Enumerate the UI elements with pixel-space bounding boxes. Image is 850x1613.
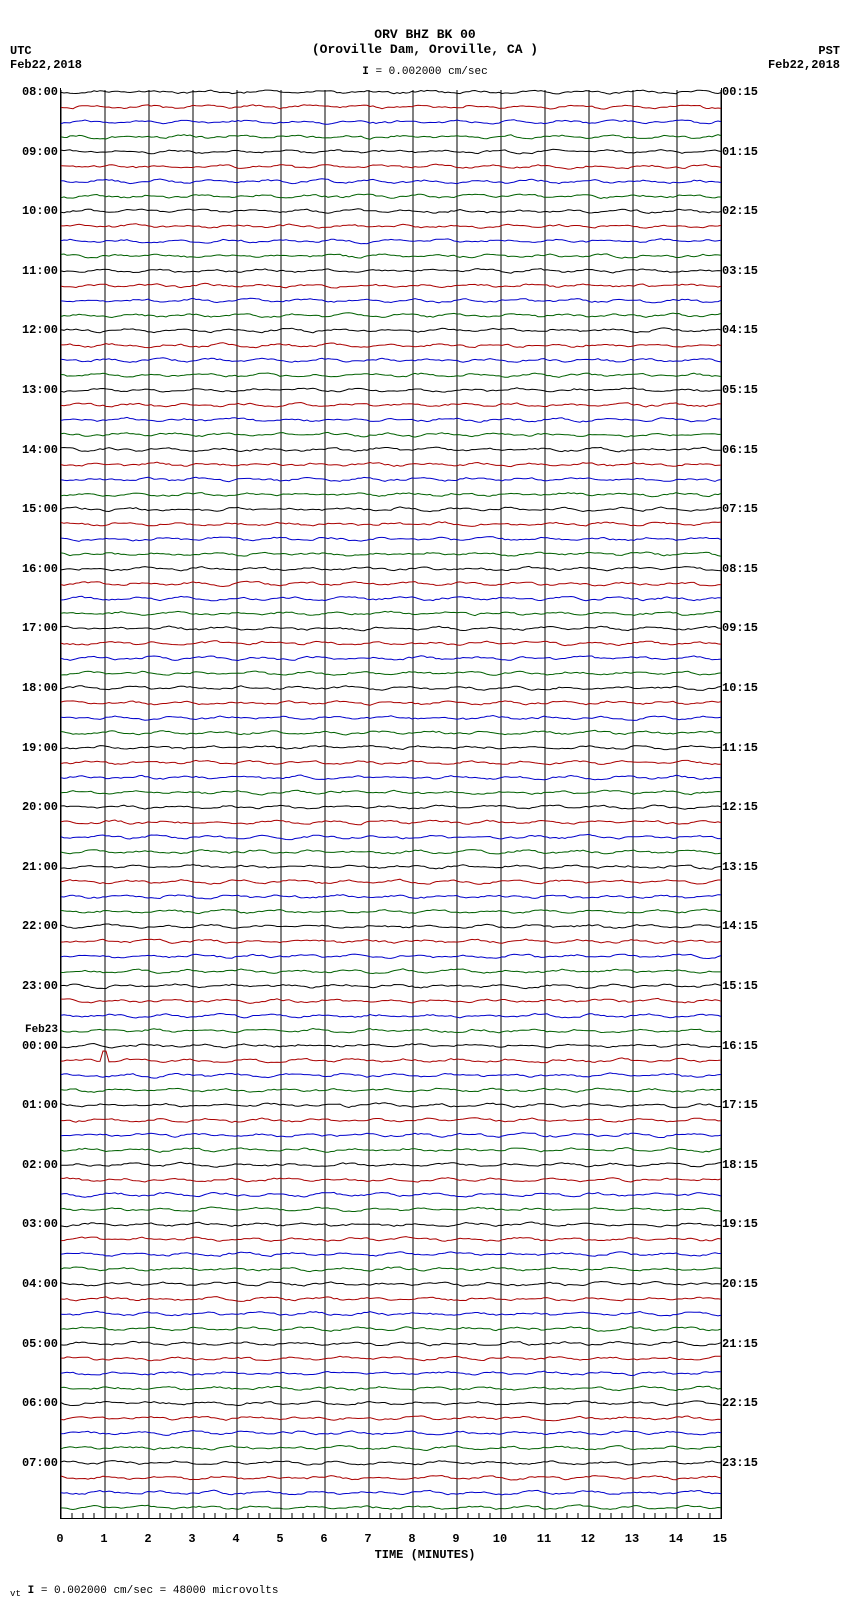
left-time-label: 11:00 — [0, 265, 58, 277]
x-tick-label: 10 — [493, 1532, 507, 1546]
left-time-label: 13:00 — [0, 384, 58, 396]
right-time-label: 03:15 — [722, 265, 842, 277]
left-time-label: 18:00 — [0, 682, 58, 694]
tz-right-block: PST Feb22,2018 — [768, 44, 840, 72]
station-title: ORV BHZ BK 00 — [0, 28, 850, 43]
right-time-label: 10:15 — [722, 682, 842, 694]
right-time-label: 11:15 — [722, 742, 842, 754]
right-time-label: 14:15 — [722, 920, 842, 932]
x-tick-label: 5 — [276, 1532, 283, 1546]
x-tick-label: 12 — [581, 1532, 595, 1546]
x-tick-label: 3 — [188, 1532, 195, 1546]
left-time-label: 19:00 — [0, 742, 58, 754]
right-time-label: 01:15 — [722, 146, 842, 158]
x-tick-label: 1 — [100, 1532, 107, 1546]
left-time-label: 20:00 — [0, 801, 58, 813]
left-time-label: 04:00 — [0, 1278, 58, 1290]
right-time-label: 04:15 — [722, 324, 842, 336]
date-right-label: Feb22,2018 — [768, 58, 840, 72]
left-time-label: 07:00 — [0, 1457, 58, 1469]
left-time-label: 14:00 — [0, 444, 58, 456]
right-time-label: 12:15 — [722, 801, 842, 813]
left-time-label: 15:00 — [0, 503, 58, 515]
left-time-label: 21:00 — [0, 861, 58, 873]
right-time-label: 17:15 — [722, 1099, 842, 1111]
x-tick-label: 0 — [56, 1532, 63, 1546]
x-tick-label: 14 — [669, 1532, 683, 1546]
x-tick-label: 15 — [713, 1532, 727, 1546]
right-time-label: 18:15 — [722, 1159, 842, 1171]
x-tick-label: 9 — [452, 1532, 459, 1546]
title-block: ORV BHZ BK 00 (Oroville Dam, Oroville, C… — [0, 28, 850, 58]
helicorder-plot — [60, 88, 722, 1519]
left-time-label: 10:00 — [0, 205, 58, 217]
plot-svg — [61, 88, 721, 1518]
left-time-label: 02:00 — [0, 1159, 58, 1171]
left-time-label: 16:00 — [0, 563, 58, 575]
right-time-label: 21:15 — [722, 1338, 842, 1350]
right-time-label: 05:15 — [722, 384, 842, 396]
tz-left-label: UTC — [10, 44, 82, 58]
left-time-label: 06:00 — [0, 1397, 58, 1409]
x-tick-label: 8 — [408, 1532, 415, 1546]
left-time-label: 00:00 — [0, 1040, 58, 1052]
tz-right-label: PST — [768, 44, 840, 58]
footer-scale: vt I = 0.002000 cm/sec = 48000 microvolt… — [10, 1585, 278, 1599]
left-day-change: Feb23 — [0, 1025, 58, 1036]
tz-left-block: UTC Feb22,2018 — [10, 44, 82, 72]
scale-indicator: I = 0.002000 cm/sec — [0, 66, 850, 78]
x-tick-label: 2 — [144, 1532, 151, 1546]
right-time-label: 22:15 — [722, 1397, 842, 1409]
right-time-label: 20:15 — [722, 1278, 842, 1290]
right-time-label: 23:15 — [722, 1457, 842, 1469]
right-time-label: 00:15 — [722, 86, 842, 98]
left-time-label: 09:00 — [0, 146, 58, 158]
x-tick-label: 4 — [232, 1532, 239, 1546]
left-time-label: 05:00 — [0, 1338, 58, 1350]
right-time-label: 07:15 — [722, 503, 842, 515]
x-tick-label: 7 — [364, 1532, 371, 1546]
right-time-label: 08:15 — [722, 563, 842, 575]
right-time-label: 19:15 — [722, 1218, 842, 1230]
left-time-label: 01:00 — [0, 1099, 58, 1111]
right-time-label: 13:15 — [722, 861, 842, 873]
right-time-label: 02:15 — [722, 205, 842, 217]
x-axis-label: TIME (MINUTES) — [0, 1548, 850, 1562]
x-tick-label: 6 — [320, 1532, 327, 1546]
x-tick-label: 13 — [625, 1532, 639, 1546]
right-time-label: 15:15 — [722, 980, 842, 992]
station-location: (Oroville Dam, Oroville, CA ) — [0, 43, 850, 58]
left-time-label: 12:00 — [0, 324, 58, 336]
right-time-label: 16:15 — [722, 1040, 842, 1052]
right-time-label: 09:15 — [722, 622, 842, 634]
left-time-label: 03:00 — [0, 1218, 58, 1230]
left-time-label: 17:00 — [0, 622, 58, 634]
left-time-label: 23:00 — [0, 980, 58, 992]
x-tick-label: 11 — [537, 1532, 551, 1546]
date-left-label: Feb22,2018 — [10, 58, 82, 72]
right-time-label: 06:15 — [722, 444, 842, 456]
left-time-label: 08:00 — [0, 86, 58, 98]
seismogram-container: ORV BHZ BK 00 (Oroville Dam, Oroville, C… — [0, 0, 850, 1613]
left-time-label: 22:00 — [0, 920, 58, 932]
